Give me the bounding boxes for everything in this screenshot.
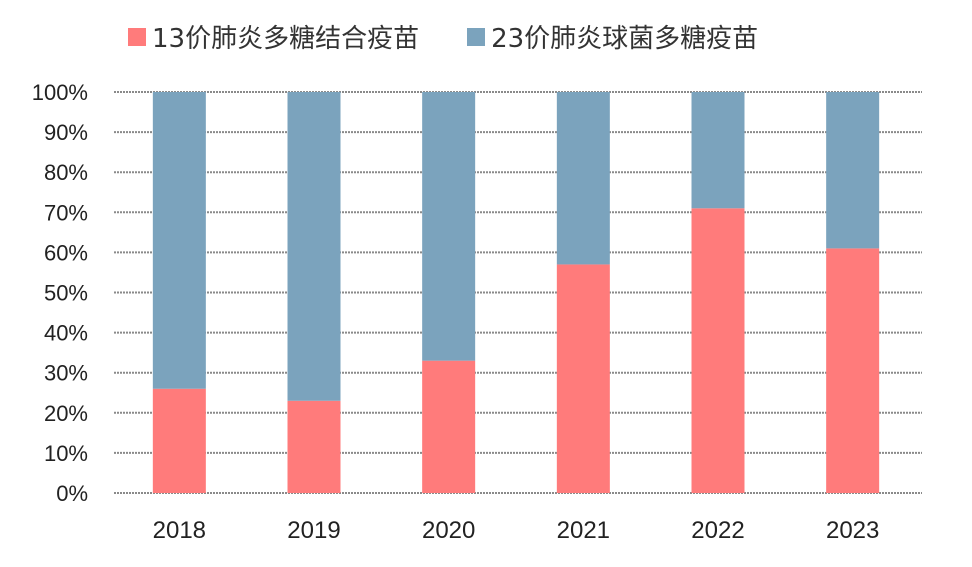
legend-label-13-valent: 13价肺炎多糖结合疫苗 bbox=[152, 24, 420, 54]
x-tick-label: 2020 bbox=[422, 517, 475, 544]
bar-segment-2023-series-1 bbox=[826, 92, 880, 249]
y-tick-label: 30% bbox=[44, 361, 88, 386]
legend-swatch-23-valent bbox=[467, 27, 486, 46]
legend-item-13-valent: 13价肺炎多糖结合疫苗 bbox=[128, 18, 419, 55]
bar-segment-2023-series-0 bbox=[826, 248, 880, 493]
y-tick-label: 0% bbox=[56, 481, 88, 506]
x-tick-label: 2018 bbox=[153, 517, 206, 544]
legend-swatch-13-valent bbox=[128, 27, 146, 46]
legend-item-23-valent: 23价肺炎球菌多糖疫苗 bbox=[467, 18, 758, 55]
y-tick-label: 10% bbox=[44, 441, 88, 466]
y-tick-label: 70% bbox=[44, 200, 88, 225]
y-tick-label: 20% bbox=[44, 401, 88, 426]
y-tick-label: 40% bbox=[44, 321, 88, 346]
y-tick-label: 90% bbox=[44, 120, 88, 145]
y-tick-label: 80% bbox=[44, 160, 88, 185]
bar-segment-2018-series-0 bbox=[152, 388, 206, 493]
bar-segment-2019-series-0 bbox=[287, 400, 341, 493]
y-tick-label: 50% bbox=[44, 281, 88, 306]
bar-segment-2020-series-0 bbox=[422, 360, 476, 493]
bar-segment-2022-series-0 bbox=[691, 208, 745, 494]
bar-segment-2021-series-1 bbox=[556, 92, 610, 265]
x-tick-label: 2019 bbox=[287, 517, 340, 544]
bar-segment-2021-series-0 bbox=[556, 264, 610, 493]
x-tick-label: 2023 bbox=[826, 517, 879, 544]
legend-label-23-valent: 23价肺炎球菌多糖疫苗 bbox=[491, 24, 759, 54]
x-tick-label: 2021 bbox=[557, 517, 610, 544]
y-tick-label: 60% bbox=[44, 240, 88, 265]
y-tick-label: 100% bbox=[32, 80, 88, 105]
bar-segment-2020-series-1 bbox=[422, 92, 476, 361]
bar-segment-2022-series-1 bbox=[691, 92, 745, 209]
bar-segment-2018-series-1 bbox=[152, 92, 206, 389]
bar-segment-2019-series-1 bbox=[287, 92, 341, 401]
x-tick-label: 2022 bbox=[691, 517, 744, 544]
legend: 13价肺炎多糖结合疫苗 23价肺炎球菌多糖疫苗 bbox=[128, 18, 758, 55]
